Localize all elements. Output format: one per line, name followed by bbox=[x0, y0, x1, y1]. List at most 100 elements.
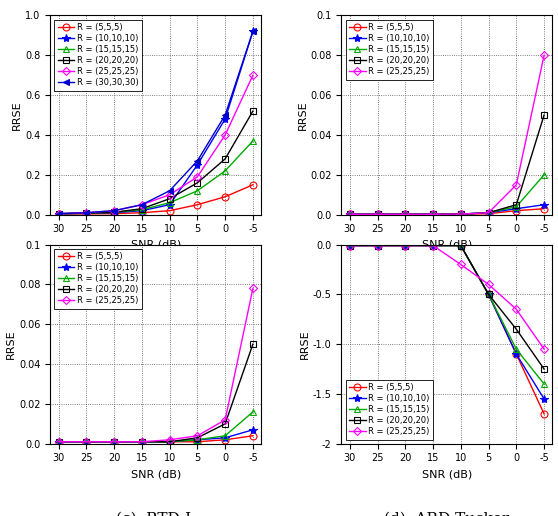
Line: R = (15,15,15): R = (15,15,15) bbox=[55, 409, 256, 445]
R = (10,10,10) bbox=[249, 427, 256, 433]
R = (20,20,20) bbox=[166, 439, 173, 445]
R = (5,5,5) bbox=[485, 291, 492, 297]
R = (25,25,25) bbox=[83, 209, 90, 216]
Legend: R = (5,5,5), R = (10,10,10), R = (15,15,15), R = (20,20,20), R = (25,25,25): R = (5,5,5), R = (10,10,10), R = (15,15,… bbox=[345, 380, 433, 440]
R = (20,20,20) bbox=[110, 209, 117, 215]
R = (10,10,10) bbox=[249, 28, 256, 35]
Line: R = (10,10,10): R = (10,10,10) bbox=[345, 201, 549, 218]
R = (5,5,5) bbox=[249, 433, 256, 439]
R = (15,15,15) bbox=[430, 243, 436, 249]
R = (5,5,5) bbox=[430, 211, 436, 217]
Y-axis label: RRSE: RRSE bbox=[300, 329, 310, 359]
R = (20,20,20) bbox=[458, 243, 464, 249]
Line: R = (5,5,5): R = (5,5,5) bbox=[347, 205, 547, 218]
R = (15,15,15) bbox=[194, 188, 201, 194]
R = (25,25,25) bbox=[110, 207, 117, 214]
Line: R = (15,15,15): R = (15,15,15) bbox=[347, 242, 547, 388]
R = (10,10,10) bbox=[374, 211, 381, 217]
R = (15,15,15) bbox=[55, 439, 62, 445]
R = (25,25,25) bbox=[513, 182, 519, 188]
Line: R = (15,15,15): R = (15,15,15) bbox=[347, 171, 547, 218]
R = (20,20,20) bbox=[513, 202, 519, 208]
R = (10,10,10) bbox=[83, 439, 90, 445]
R = (20,20,20) bbox=[347, 211, 353, 217]
R = (5,5,5) bbox=[138, 439, 145, 445]
R = (15,15,15) bbox=[347, 211, 353, 217]
R = (10,10,10) bbox=[485, 291, 492, 297]
R = (10,10,10) bbox=[222, 434, 228, 441]
R = (10,10,10) bbox=[194, 437, 201, 443]
Line: R = (15,15,15): R = (15,15,15) bbox=[55, 137, 256, 217]
R = (15,15,15) bbox=[513, 346, 519, 352]
Line: R = (10,10,10): R = (10,10,10) bbox=[54, 426, 257, 446]
R = (15,15,15) bbox=[249, 409, 256, 415]
R = (20,20,20) bbox=[430, 211, 436, 217]
R = (15,15,15) bbox=[347, 243, 353, 249]
R = (5,5,5) bbox=[513, 351, 519, 357]
R = (25,25,25) bbox=[55, 439, 62, 445]
R = (15,15,15) bbox=[83, 210, 90, 216]
R = (15,15,15) bbox=[138, 439, 145, 445]
R = (25,25,25) bbox=[194, 433, 201, 439]
R = (25,25,25) bbox=[249, 285, 256, 292]
R = (25,25,25) bbox=[430, 211, 436, 217]
R = (15,15,15) bbox=[513, 204, 519, 210]
Line: R = (25,25,25): R = (25,25,25) bbox=[347, 53, 547, 217]
R = (15,15,15) bbox=[138, 206, 145, 213]
R = (20,20,20) bbox=[249, 341, 256, 347]
Line: R = (20,20,20): R = (20,20,20) bbox=[55, 341, 256, 445]
R = (30,30,30) bbox=[138, 202, 145, 208]
R = (15,15,15) bbox=[222, 168, 228, 174]
R = (20,20,20) bbox=[166, 196, 173, 202]
R = (15,15,15) bbox=[374, 211, 381, 217]
Line: R = (5,5,5): R = (5,5,5) bbox=[347, 242, 547, 417]
R = (5,5,5) bbox=[138, 209, 145, 216]
X-axis label: SNR (dB): SNR (dB) bbox=[422, 240, 472, 250]
Y-axis label: RRSE: RRSE bbox=[12, 100, 22, 130]
R = (25,25,25) bbox=[55, 211, 62, 217]
R = (5,5,5) bbox=[222, 194, 228, 200]
R = (15,15,15) bbox=[541, 381, 547, 387]
R = (20,20,20) bbox=[83, 210, 90, 216]
R = (10,10,10) bbox=[458, 211, 464, 217]
R = (15,15,15) bbox=[458, 211, 464, 217]
R = (10,10,10) bbox=[430, 243, 436, 249]
Legend: R = (5,5,5), R = (10,10,10), R = (15,15,15), R = (20,20,20), R = (25,25,25), R =: R = (5,5,5), R = (10,10,10), R = (15,15,… bbox=[54, 20, 142, 91]
R = (10,10,10) bbox=[138, 207, 145, 214]
R = (15,15,15) bbox=[485, 209, 492, 216]
R = (5,5,5) bbox=[194, 439, 201, 445]
R = (10,10,10) bbox=[374, 243, 381, 249]
R = (25,25,25) bbox=[138, 202, 145, 208]
R = (10,10,10) bbox=[55, 439, 62, 445]
Line: R = (5,5,5): R = (5,5,5) bbox=[55, 432, 256, 445]
Line: R = (20,20,20): R = (20,20,20) bbox=[347, 111, 547, 218]
R = (15,15,15) bbox=[55, 211, 62, 217]
R = (5,5,5) bbox=[458, 243, 464, 249]
R = (10,10,10) bbox=[513, 351, 519, 357]
Text: (d)  ARD-Tucker: (d) ARD-Tucker bbox=[384, 511, 509, 516]
R = (25,25,25) bbox=[138, 439, 145, 445]
R = (25,25,25) bbox=[402, 243, 408, 249]
Line: R = (10,10,10): R = (10,10,10) bbox=[54, 27, 257, 218]
R = (20,20,20) bbox=[138, 205, 145, 212]
R = (10,10,10) bbox=[110, 439, 117, 445]
R = (25,25,25) bbox=[83, 439, 90, 445]
R = (20,20,20) bbox=[138, 439, 145, 445]
R = (15,15,15) bbox=[249, 138, 256, 144]
Line: R = (20,20,20): R = (20,20,20) bbox=[347, 242, 547, 373]
R = (20,20,20) bbox=[402, 243, 408, 249]
R = (20,20,20) bbox=[402, 211, 408, 217]
R = (25,25,25) bbox=[166, 437, 173, 443]
R = (15,15,15) bbox=[374, 243, 381, 249]
R = (15,15,15) bbox=[110, 209, 117, 215]
R = (10,10,10) bbox=[166, 439, 173, 445]
R = (5,5,5) bbox=[430, 243, 436, 249]
R = (5,5,5) bbox=[83, 211, 90, 217]
R = (5,5,5) bbox=[166, 207, 173, 214]
R = (20,20,20) bbox=[55, 439, 62, 445]
R = (20,20,20) bbox=[485, 209, 492, 216]
R = (20,20,20) bbox=[222, 156, 228, 162]
R = (15,15,15) bbox=[166, 439, 173, 445]
R = (15,15,15) bbox=[222, 433, 228, 439]
R = (20,20,20) bbox=[458, 211, 464, 217]
